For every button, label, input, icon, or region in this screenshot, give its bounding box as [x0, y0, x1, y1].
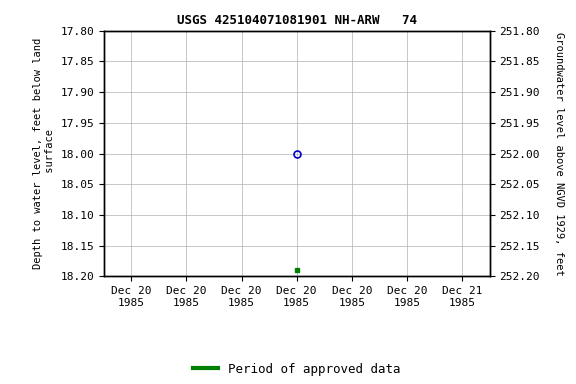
Y-axis label: Groundwater level above NGVD 1929, feet: Groundwater level above NGVD 1929, feet	[554, 32, 564, 275]
Y-axis label: Depth to water level, feet below land
 surface: Depth to water level, feet below land su…	[33, 38, 55, 269]
Legend: Period of approved data: Period of approved data	[188, 358, 406, 381]
Title: USGS 425104071081901 NH-ARW   74: USGS 425104071081901 NH-ARW 74	[177, 14, 416, 27]
